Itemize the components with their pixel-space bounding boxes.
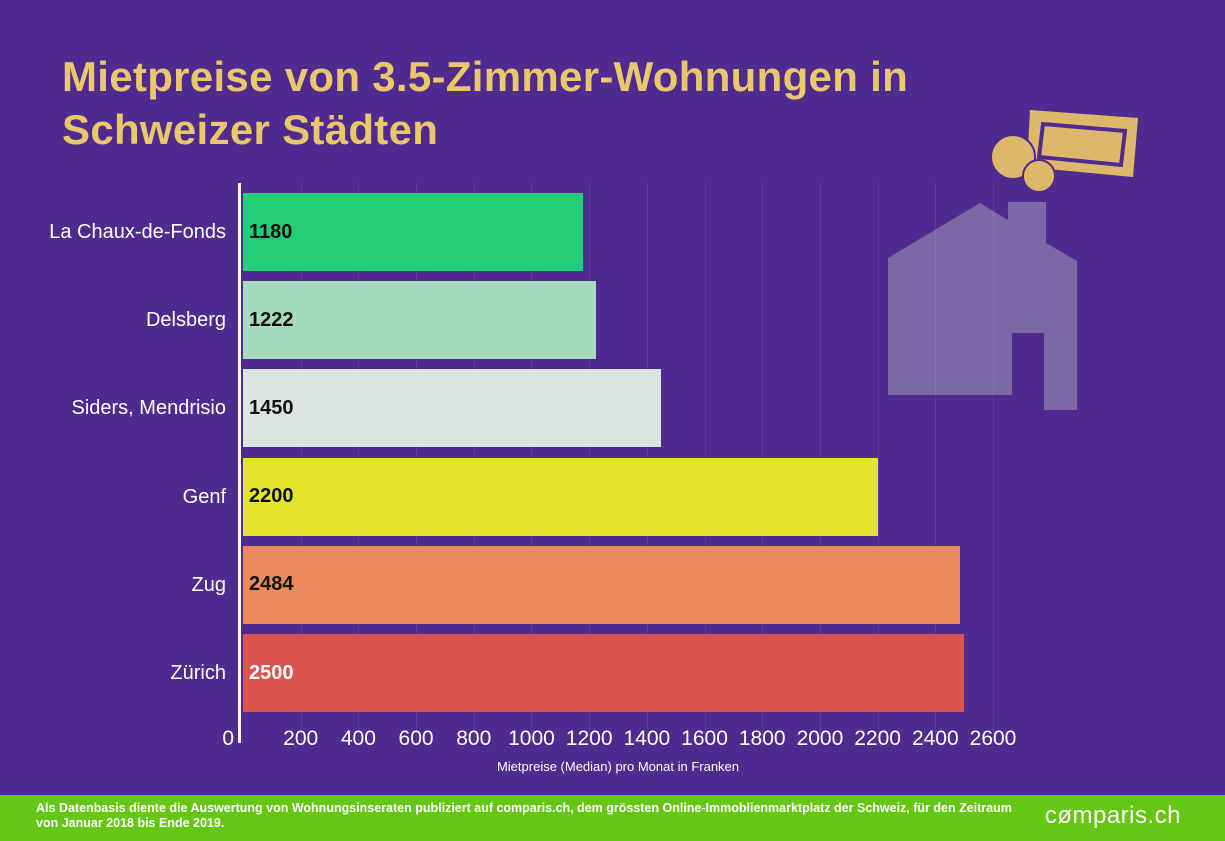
x-tick-label: 1200: [565, 727, 613, 750]
x-tick-label: 600: [398, 727, 434, 750]
bar-value-label: 2200: [249, 485, 294, 508]
category-label: Zürich: [170, 662, 226, 684]
bar-row: Zürich 2500: [0, 634, 1225, 712]
bar: 2200: [243, 457, 878, 536]
x-tick-label: 0: [222, 727, 234, 750]
bar-row: La Chaux-de-Fonds 1180: [0, 193, 1225, 271]
gridline: [877, 183, 879, 743]
source-note: Als Datenbasis diente die Auswertung von…: [36, 801, 1012, 830]
x-tick-label: 1800: [738, 727, 786, 750]
bar-value-label: 1222: [249, 308, 294, 331]
x-tick-label: 1600: [681, 727, 728, 750]
bar-row: Delsberg 1222: [0, 281, 1225, 360]
bar-value-label: 1450: [249, 396, 294, 419]
x-tick-label: 2600: [969, 727, 1017, 750]
page-title: Mietpreise von 3.5-Zimmer-Wohnungen in S…: [62, 53, 909, 153]
bar: 1180: [243, 193, 584, 271]
x-tick-label: 400: [340, 727, 376, 750]
x-tick-label: 2400: [911, 727, 959, 750]
x-tick-label: 1400: [623, 727, 671, 750]
x-tick-label: 200: [283, 727, 319, 750]
bar-row: Zug 2484: [0, 545, 1225, 624]
bar-value-label: 1180: [249, 220, 293, 243]
money-icon: [990, 110, 1138, 193]
x-tick-label: 800: [456, 727, 492, 750]
category-label: Zug: [191, 573, 226, 596]
comparis-logo: cømparis.ch: [1044, 802, 1181, 829]
bar-chart: La Chaux-de-Fonds 1180 Delsberg 1222 Siders,…: [0, 183, 1225, 750]
category-label: Delsberg: [145, 309, 226, 332]
x-tick-label: 2200: [854, 727, 901, 750]
category-label: La Chaux-de-Fonds: [49, 221, 226, 243]
bar: 2500: [243, 634, 965, 712]
footer-bar: Als Datenbasis diente die Auswertung von…: [0, 795, 1225, 841]
x-tick-label: 2000: [796, 727, 844, 750]
bar-value-label: 2500: [249, 661, 294, 684]
gridline: [993, 183, 994, 743]
bar: 1450: [243, 369, 662, 448]
x-tick-label: 1000: [508, 727, 555, 750]
y-axis-line: [238, 183, 241, 743]
bar-row: Siders, Mendrisio 1450: [0, 369, 1225, 448]
gridline: [935, 183, 937, 743]
category-label: Genf: [182, 485, 226, 508]
category-label: Siders, Mendrisio: [71, 397, 226, 420]
house-icon: [888, 202, 1077, 410]
bar: 1222: [243, 281, 596, 360]
bar-value-label: 2484: [249, 573, 294, 596]
x-axis-label: Mietpreise (Median) pro Monat in Franken: [496, 759, 740, 774]
bar: 2484: [243, 545, 960, 624]
bar-row: Genf 2200: [0, 457, 1225, 536]
